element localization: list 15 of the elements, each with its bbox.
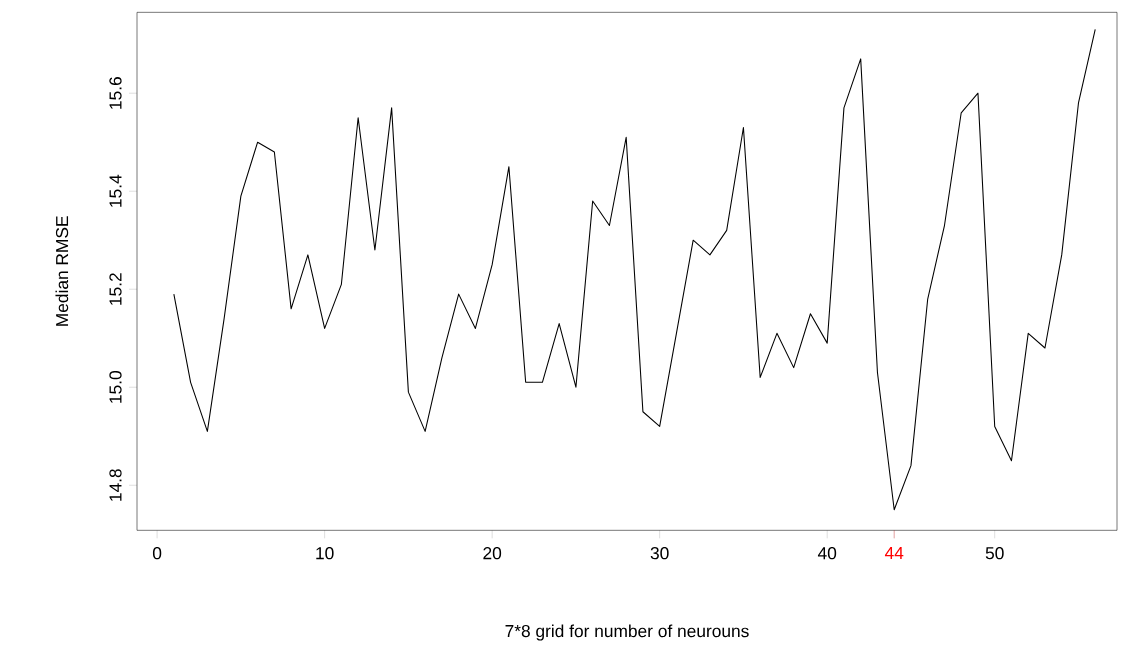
x-tick-label: 10 <box>316 546 334 560</box>
y-tick-label: 14.8 <box>109 468 122 501</box>
x-tick-label: 20 <box>483 546 502 560</box>
x-tick-label: 40 <box>817 546 837 560</box>
x-axis-title: 7*8 grid for number of neurouns <box>505 624 749 641</box>
x-tick-label: 0 <box>152 546 162 560</box>
line-series <box>173 28 1096 511</box>
x-tick-label: 44 <box>884 546 904 559</box>
y-tick-label: 15.0 <box>109 370 122 403</box>
y-tick-label: 15.2 <box>109 273 122 305</box>
x-tick-label: 30 <box>650 546 669 560</box>
y-tick-label: 15.4 <box>109 174 122 207</box>
y-tick-label: 15.6 <box>109 76 122 109</box>
y-axis-title: Median RMSE <box>55 216 69 326</box>
x-tick-label: 50 <box>985 546 1004 560</box>
